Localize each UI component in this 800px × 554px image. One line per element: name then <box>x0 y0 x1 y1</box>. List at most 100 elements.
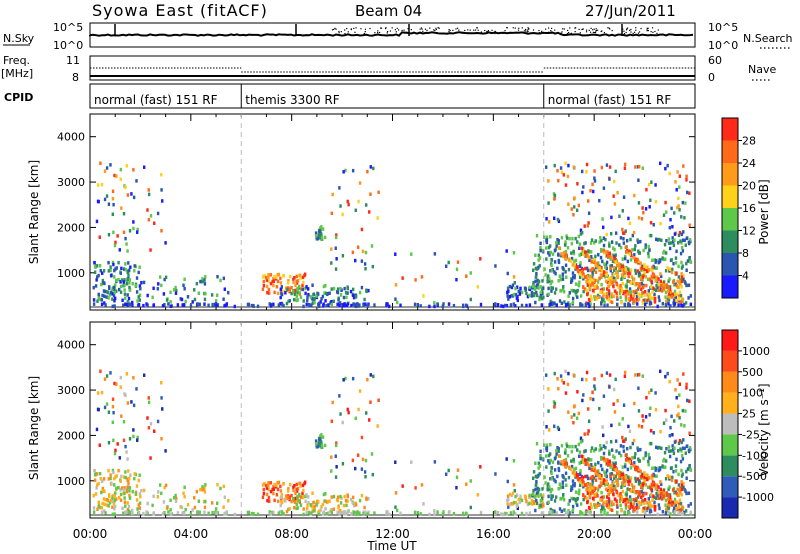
scatter-cell <box>549 299 552 304</box>
scatter-cell <box>113 268 116 273</box>
scatter-cell <box>685 444 689 449</box>
scatter-cell <box>100 302 104 307</box>
scatter-cell <box>643 289 647 294</box>
scatter-cell <box>494 510 497 514</box>
scatter-cell <box>657 258 660 262</box>
noise-search-dot <box>626 28 628 30</box>
noise-search-dot <box>448 29 450 31</box>
scatter-cell <box>615 449 618 453</box>
scatter-cell <box>336 510 339 515</box>
scatter-cell <box>658 161 662 166</box>
scatter-cell <box>637 297 641 302</box>
scatter-cell <box>579 261 582 265</box>
scatter-cell <box>539 285 543 289</box>
scatter-cell <box>344 290 348 295</box>
scatter-cell <box>672 451 676 456</box>
scatter-cell <box>557 461 560 465</box>
scatter-cell <box>339 412 342 416</box>
scatter-cell <box>609 439 613 444</box>
scatter-cell <box>589 302 592 306</box>
scatter-cell <box>107 232 111 237</box>
scatter-cell <box>668 246 672 251</box>
scatter-cell <box>353 510 356 515</box>
scatter-cell <box>579 502 583 506</box>
scatter-cell <box>629 237 632 242</box>
scatter-cell <box>164 483 168 488</box>
scatter-cell <box>668 277 671 281</box>
scatter-cell <box>637 201 641 205</box>
scatter-cell <box>643 501 646 506</box>
scatter-cell <box>627 303 631 307</box>
scatter-cell <box>655 483 659 488</box>
scatter-cell <box>280 499 283 504</box>
scatter-cell <box>626 467 630 472</box>
scatter-cell <box>108 286 111 291</box>
scatter-cell <box>677 233 681 238</box>
scatter-cell <box>629 445 632 450</box>
scatter-cell <box>678 208 681 212</box>
scatter-cell <box>321 435 325 439</box>
scatter-cell <box>350 303 353 308</box>
scatter-cell <box>614 474 617 479</box>
scatter-cell <box>537 466 540 470</box>
scatter-cell <box>335 465 338 469</box>
scatter-cell <box>547 245 551 250</box>
scatter-cell <box>120 486 124 490</box>
scatter-cell <box>341 212 344 217</box>
scatter-cell <box>593 387 597 391</box>
scatter-cell <box>685 174 688 179</box>
scatter-cell <box>416 302 420 307</box>
scatter-cell <box>100 506 104 510</box>
scatter-cell <box>269 281 273 286</box>
scatter-cell <box>680 245 684 250</box>
strip-traces <box>89 24 695 77</box>
scatter-cell <box>549 476 552 481</box>
scatter-cell <box>108 293 111 297</box>
scatter-cell <box>667 495 670 499</box>
scatter-cell <box>620 495 624 500</box>
noise-search-dot <box>632 32 634 34</box>
scatter-cell <box>124 470 127 474</box>
noise-search-dot <box>494 31 497 33</box>
scatter-cell <box>135 498 139 502</box>
colorbar-label: 28 <box>742 135 756 148</box>
scatter-cell <box>394 252 397 256</box>
scatter-cell <box>138 492 142 496</box>
scatter-cell <box>568 258 571 263</box>
scatter-cell <box>560 301 564 306</box>
scatter-cell <box>560 509 564 514</box>
scatter-cell <box>600 510 603 514</box>
scatter-cell <box>592 189 595 194</box>
scatter-cell <box>553 401 557 406</box>
scatter-cell <box>642 298 645 303</box>
scatter-cell <box>560 460 563 464</box>
scatter-cell <box>683 424 686 428</box>
scatter-cell <box>455 267 459 272</box>
scatter-cell <box>332 286 336 291</box>
scatter-cell <box>578 461 581 465</box>
scatter-cell <box>650 487 653 492</box>
scatter-cell <box>574 293 578 297</box>
scatter-cell <box>555 303 558 307</box>
scatter-cell <box>610 463 613 468</box>
scatter-cell <box>433 304 436 309</box>
scatter-cell <box>588 492 591 497</box>
scatter-cell <box>538 264 541 268</box>
scatter-cell <box>553 424 556 429</box>
scatter-cell <box>293 275 296 280</box>
colorbar-swatch <box>722 350 738 372</box>
scatter-cell <box>615 499 618 503</box>
scatter-cell <box>535 267 539 271</box>
scatter-cell <box>629 466 633 470</box>
scatter-cell <box>629 499 633 504</box>
scatter-cell <box>113 290 117 295</box>
scatter-cell <box>512 500 516 505</box>
scatter-cell <box>558 299 562 303</box>
scatter-cell <box>579 440 583 444</box>
scatter-cell <box>131 508 134 513</box>
scatter-cell <box>646 269 649 274</box>
scatter-cell <box>659 221 662 226</box>
scatter-cell <box>95 264 99 268</box>
scatter-cell <box>603 470 606 474</box>
scatter-cell <box>602 186 606 190</box>
